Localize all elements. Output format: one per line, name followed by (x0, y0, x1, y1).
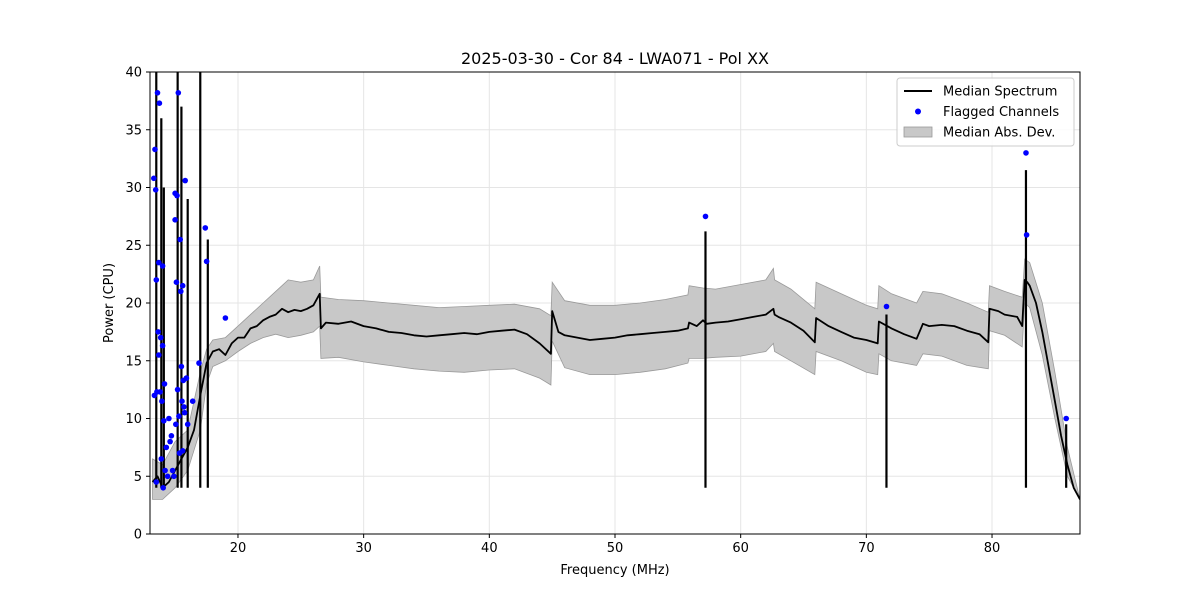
y-tick-label: 10 (125, 412, 142, 427)
flagged-points-group (151, 90, 1069, 491)
flagged-point (179, 448, 186, 454)
y-tick-label: 35 (125, 123, 142, 138)
flagged-point (175, 90, 182, 96)
flagged-point (181, 404, 187, 410)
flagged-point (162, 467, 168, 474)
flagged-point (179, 398, 185, 405)
flagged-point (222, 315, 229, 321)
legend-box (896, 77, 1075, 147)
x-tick-label: 60 (732, 541, 749, 556)
flagged-point (167, 438, 173, 445)
y-axis-ticks: 0 5 10 15 20 25 30 35 40 (125, 66, 150, 543)
flagged-point (155, 329, 161, 335)
flagged-point (196, 360, 202, 366)
flagged-point (153, 277, 160, 283)
x-tick-label: 50 (607, 541, 624, 556)
flagged-point (184, 421, 191, 428)
flagged-point (173, 279, 180, 286)
flagged-point (156, 352, 162, 358)
median-line-group (151, 72, 1080, 500)
flagged-point (173, 421, 179, 428)
flagged-point (168, 433, 175, 439)
x-axis-label: Frequency (MHz) (560, 563, 669, 578)
flagged-point (203, 258, 210, 265)
x-tick-label: 40 (481, 541, 498, 556)
flagged-point (172, 217, 178, 223)
flagged-point (153, 479, 160, 485)
y-tick-label: 15 (125, 354, 142, 369)
flagged-point (152, 187, 159, 193)
median-spectrum-line (151, 279, 1080, 500)
flagged-point (157, 389, 163, 395)
flagged-point (151, 175, 157, 182)
flagged-point (161, 381, 168, 387)
flagged-point (159, 342, 166, 349)
y-axis-label: Power (CPU) (102, 263, 117, 343)
flagged-point (883, 303, 890, 310)
flagged-point (189, 398, 196, 405)
flagged-point (179, 282, 186, 289)
x-tick-label: 30 (355, 541, 372, 556)
legend: Median Spectrum Flagged Channels Median … (896, 77, 1075, 147)
flagged-point (1023, 150, 1029, 156)
flagged-point (171, 473, 177, 480)
y-tick-label: 5 (134, 470, 142, 485)
legend-label-flagged: Flagged Channels (943, 105, 1059, 120)
y-tick-label: 40 (125, 66, 142, 81)
flagged-point (166, 415, 172, 422)
flagged-point (160, 485, 166, 491)
x-tick-label: 70 (858, 541, 875, 556)
y-tick-label: 20 (125, 297, 142, 312)
x-tick-label: 20 (230, 541, 247, 556)
flagged-point (1063, 415, 1069, 422)
flagged-point (178, 363, 185, 370)
y-tick-label: 30 (125, 181, 142, 196)
flagged-point (174, 386, 181, 393)
y-tick-label: 25 (125, 239, 142, 254)
y-tick-label: 0 (134, 528, 142, 543)
x-axis-ticks: 20 30 40 50 60 70 80 (230, 534, 1001, 556)
flagged-point (161, 418, 167, 424)
x-tick-label: 80 (984, 541, 1001, 556)
flagged-point (178, 288, 184, 295)
legend-label-median: Median Spectrum (943, 85, 1057, 100)
legend-label-mad: Median Abs. Dev. (943, 126, 1055, 141)
flagged-point (157, 334, 164, 341)
flagged-point (158, 456, 165, 462)
flagged-point (152, 146, 158, 153)
flagged-point (702, 213, 709, 220)
flagged-point (159, 398, 165, 405)
flagged-point (174, 192, 180, 199)
flagged-point (156, 259, 162, 266)
flagged-point (177, 236, 183, 243)
flagged-point (164, 473, 171, 480)
flagged-point (156, 100, 163, 106)
legend-point-swatch (915, 108, 921, 115)
flagged-point (163, 444, 170, 451)
flagged-point (154, 90, 161, 96)
flagged-point (183, 375, 190, 381)
flagged-point (182, 177, 188, 184)
flagged-point (176, 413, 182, 420)
chart-title: 2025-03-30 - Cor 84 - LWA071 - Pol XX (461, 49, 769, 68)
flagged-point (202, 225, 209, 231)
flagged-point (1023, 232, 1030, 238)
flagged-point (181, 409, 188, 416)
flagged-point (159, 263, 166, 269)
legend-band-swatch (903, 126, 933, 138)
flagged-point (169, 467, 176, 474)
